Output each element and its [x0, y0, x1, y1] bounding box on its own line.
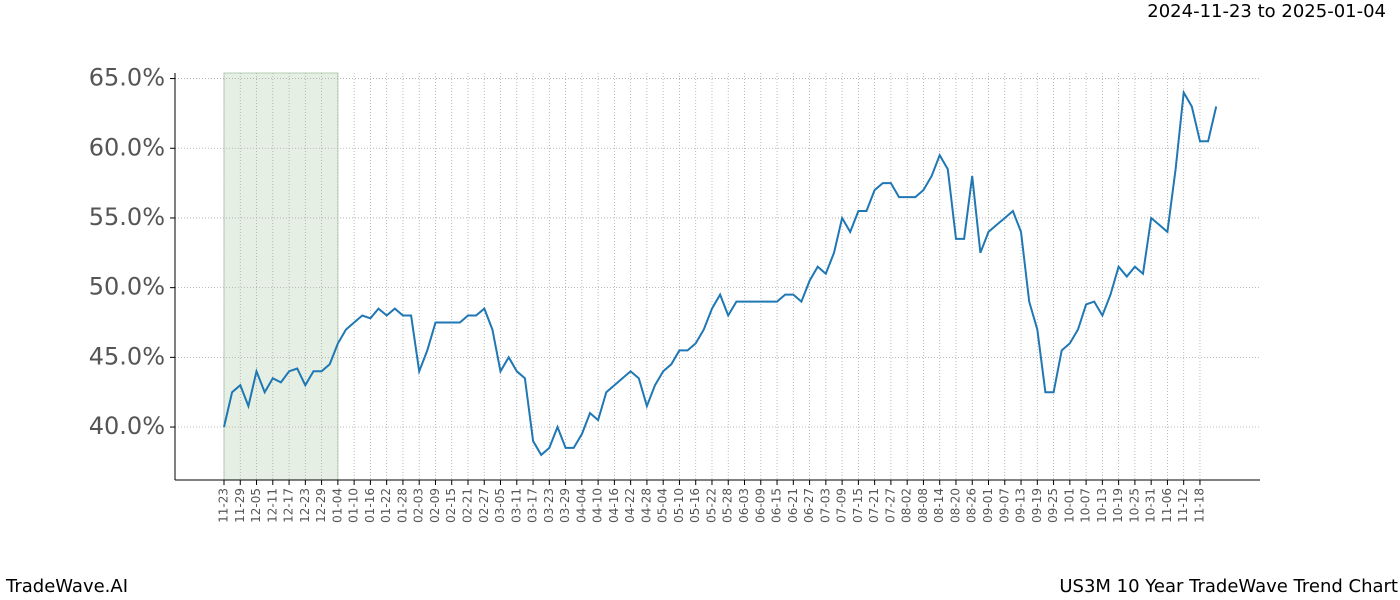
- x-tick-label: 08-02: [900, 488, 914, 523]
- x-tick-label: 06-03: [737, 488, 751, 523]
- x-tick-label: 06-21: [786, 488, 800, 523]
- x-tick-label: 04-04: [574, 488, 588, 523]
- x-tick-label: 09-01: [981, 488, 995, 523]
- x-tick-label: 04-10: [591, 488, 605, 523]
- x-tick-label: 06-27: [802, 488, 816, 523]
- x-tick-label: 07-15: [851, 488, 865, 523]
- x-tick-label: 02-21: [460, 488, 474, 523]
- x-tick-label: 01-10: [347, 488, 361, 523]
- x-tick-label: 01-04: [330, 488, 344, 523]
- x-tick-label: 05-28: [721, 488, 735, 523]
- x-tick-label: 09-19: [1030, 488, 1044, 523]
- x-tick-label: 11-23: [217, 488, 231, 523]
- y-tick-label: 45.0%: [89, 342, 165, 370]
- x-tick-label: 05-16: [688, 488, 702, 523]
- x-tick-label: 04-22: [623, 488, 637, 523]
- x-tick-label: 03-29: [558, 488, 572, 523]
- x-tick-label: 01-16: [363, 488, 377, 523]
- x-tick-label: 07-09: [835, 488, 849, 523]
- x-tick-label: 07-03: [818, 488, 832, 523]
- y-tick-label: 60.0%: [89, 133, 165, 161]
- x-tick-label: 01-28: [395, 488, 409, 523]
- x-tick-label: 10-31: [1144, 488, 1158, 523]
- x-tick-label: 12-05: [249, 488, 263, 523]
- x-tick-label: 05-22: [704, 488, 718, 523]
- y-tick-label: 65.0%: [89, 64, 165, 92]
- x-tick-label: 08-08: [916, 488, 930, 523]
- x-tick-label: 05-10: [672, 488, 686, 523]
- x-tick-label: 12-23: [298, 488, 312, 523]
- x-tick-label: 11-18: [1192, 488, 1206, 523]
- x-tick-label: 04-28: [639, 488, 653, 523]
- x-tick-label: 08-20: [948, 488, 962, 523]
- line: [223, 89, 1218, 457]
- x-tick-label: 04-16: [607, 488, 621, 523]
- x-tick-label: 10-07: [1079, 488, 1093, 523]
- chart-title: US3M 10 Year TradeWave Trend Chart: [1059, 576, 1398, 597]
- x-tick-label: 11-12: [1176, 488, 1190, 523]
- x-tick-label: 05-04: [656, 488, 670, 523]
- x-tick-label: 03-11: [509, 488, 523, 523]
- x-tick-label: 10-19: [1111, 488, 1125, 523]
- x-tick-label: 09-25: [1046, 488, 1060, 523]
- x-tick-label: 03-05: [493, 488, 507, 523]
- y-tick-label: 50.0%: [89, 273, 165, 301]
- subtitle: 2024-11-23 to 2025-01-04: [1147, 1, 1386, 22]
- x-tick-label: 11-29: [233, 488, 247, 523]
- x-tick-label: 03-23: [542, 488, 556, 523]
- x-tick-label: 07-21: [867, 488, 881, 523]
- x-tick-label: 02-15: [444, 488, 458, 523]
- x-tick-label: 03-17: [526, 488, 540, 523]
- x-tick-label: 12-17: [282, 488, 296, 523]
- x-tick-label: 07-27: [883, 488, 897, 523]
- x-tick-label: 11-06: [1160, 488, 1174, 523]
- x-tick-label: 06-15: [770, 488, 784, 523]
- y-tick-label: 55.0%: [89, 203, 165, 231]
- x-tick-label: 09-13: [1014, 488, 1028, 523]
- x-tick-label: 10-01: [1062, 488, 1076, 523]
- source: TradeWave.AI: [5, 576, 128, 597]
- x-tick-label: 02-03: [412, 488, 426, 523]
- x-tick-label: 02-27: [477, 488, 491, 523]
- x-tick-label: 01-22: [379, 488, 393, 523]
- x-tick-label: 02-09: [428, 488, 442, 523]
- x-tick-label: 08-14: [932, 488, 946, 523]
- x-tick-label: 10-13: [1095, 488, 1109, 523]
- x-tick-label: 08-26: [965, 488, 979, 523]
- highlight-band: [223, 72, 339, 481]
- x-tick-label: 12-29: [314, 488, 328, 523]
- x-tick-label: 09-07: [997, 488, 1011, 523]
- x-tick-label: 10-25: [1127, 488, 1141, 523]
- x-tick-label: 12-11: [265, 488, 279, 523]
- x-tick-label: 06-09: [753, 488, 767, 523]
- y-tick-label: 40.0%: [89, 412, 165, 440]
